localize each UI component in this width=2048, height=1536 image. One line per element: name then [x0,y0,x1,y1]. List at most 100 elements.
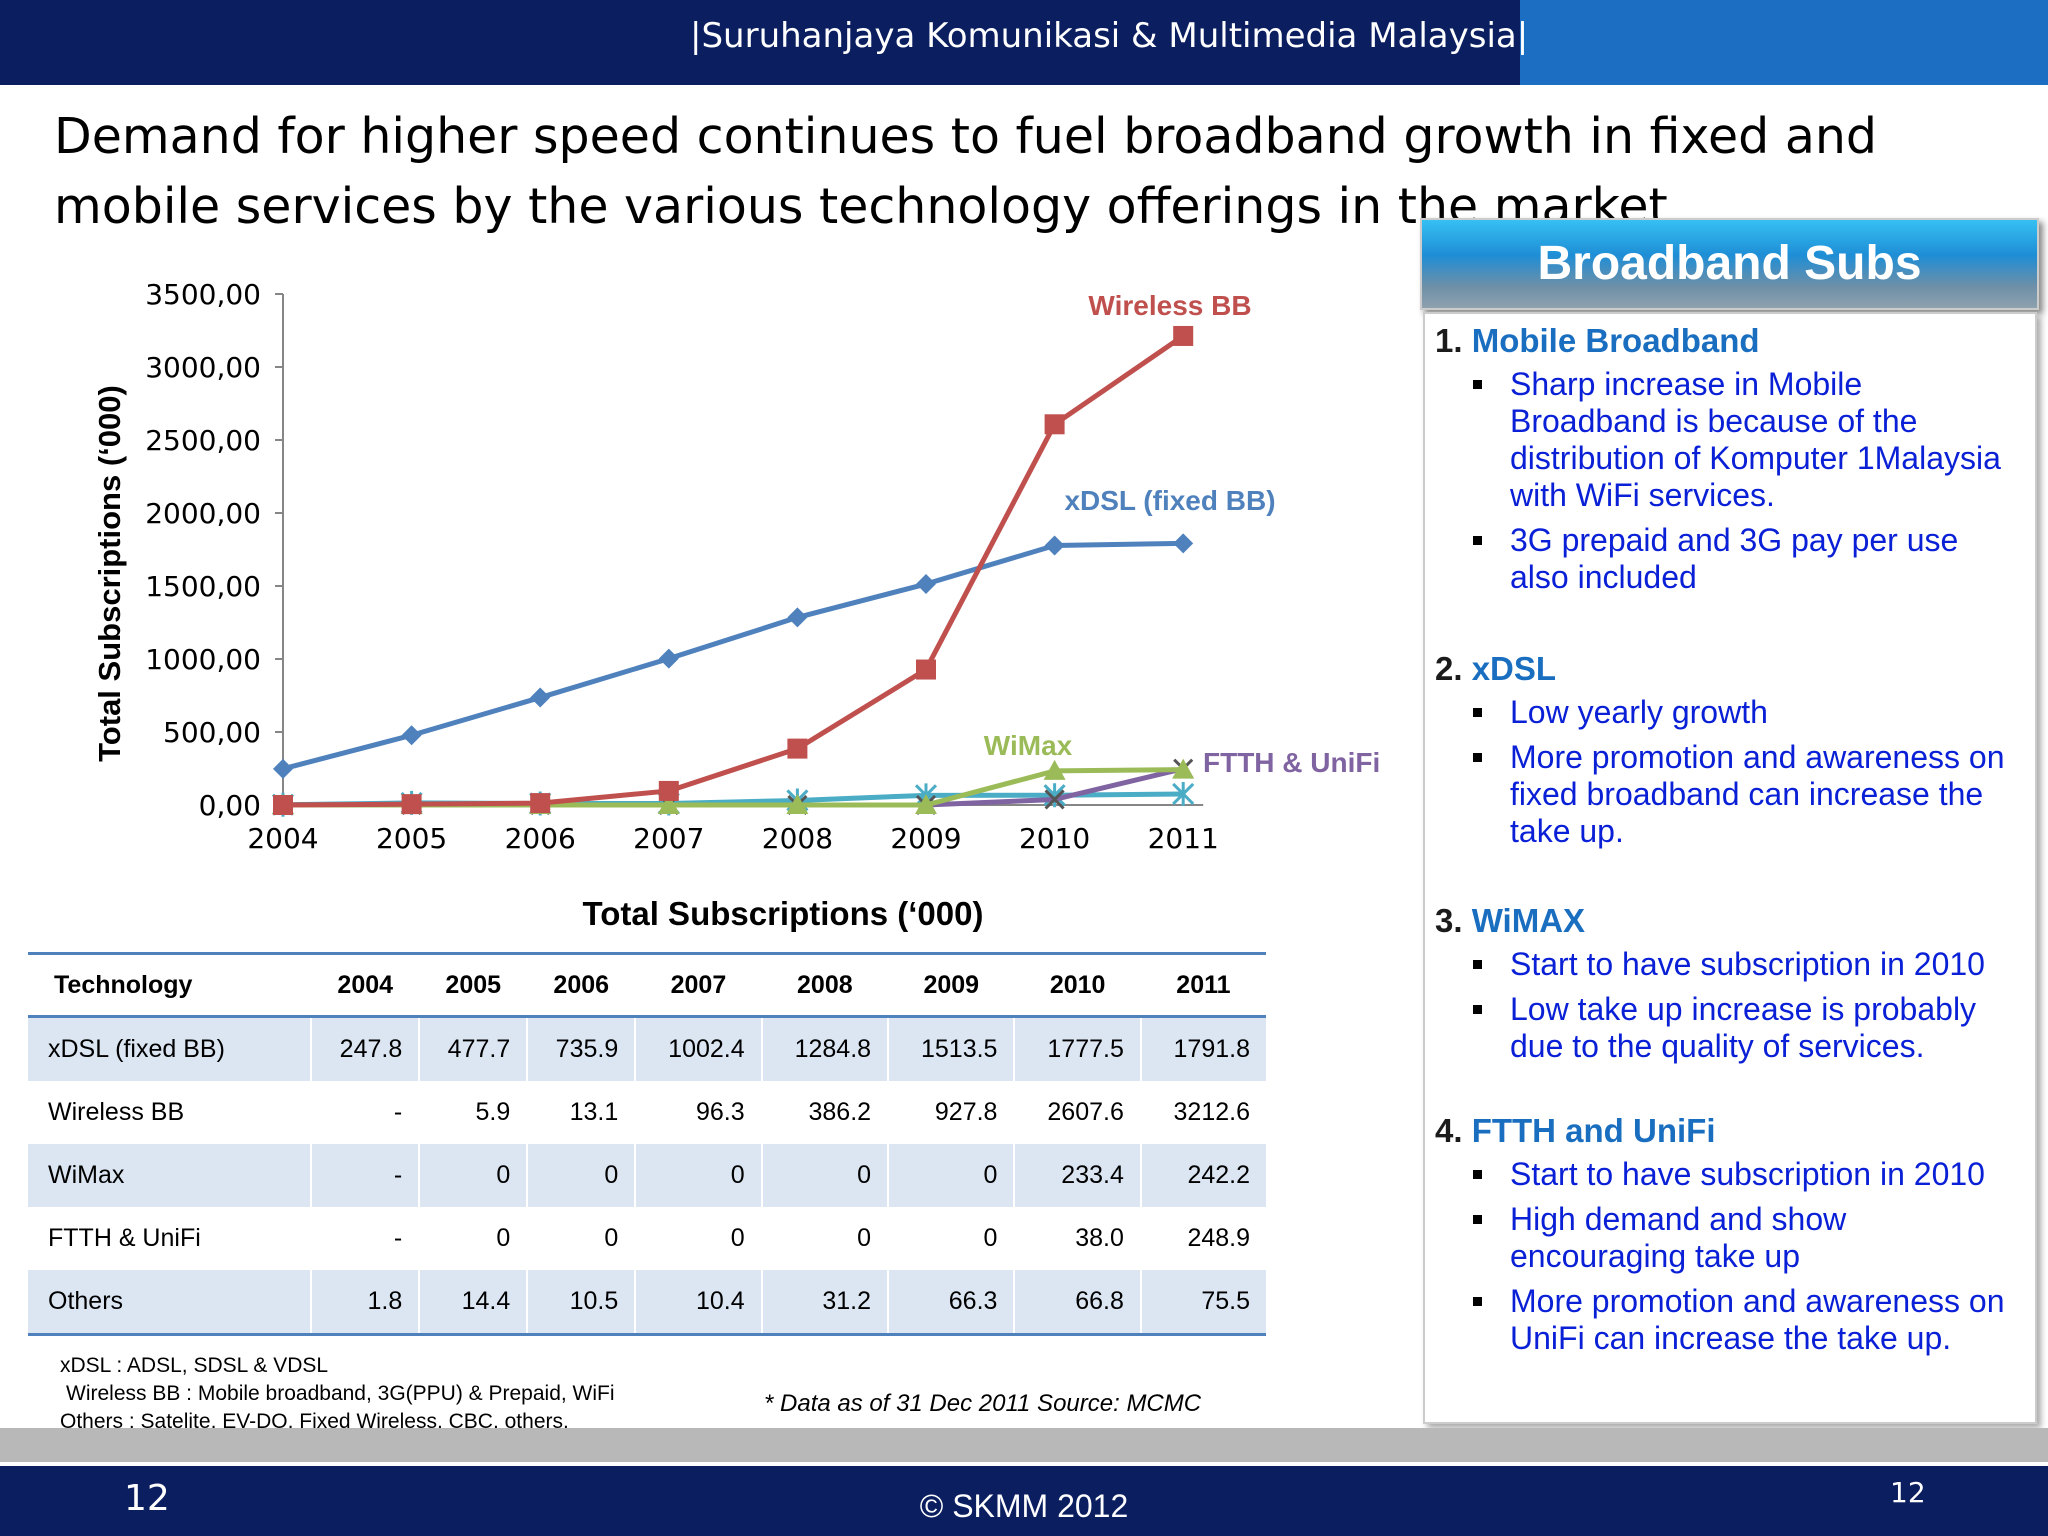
bullet-list: Start to have subscription in 2010 High d… [1435,1156,2035,1357]
footnote: Others : Satelite, EV-DO, Fixed Wireless… [60,1410,569,1433]
section-heading: Mobile Broadband [1471,322,1760,359]
table-row: Others 1.8 14.4 10.5 10.4 31.2 66.3 66.8 75.5 [28,1270,1266,1335]
table-cell: 0 [760,1144,889,1207]
bullet-item: High demand and show encouraging take up [1473,1201,2025,1275]
panel-section: 4. FTTH and UniFi Start to have subscript… [1435,1112,2035,1365]
x-tick-label: 2005 [376,822,447,855]
data-point [787,738,808,759]
table-cell: 233.4 [1013,1144,1141,1207]
table-cell: 0 [418,1144,528,1207]
data-point [401,725,422,746]
table-cell: 10.4 [634,1270,762,1335]
bullet-item: Low take up increase is probably due to … [1473,991,2025,1065]
table-cell: 735.9 [526,1016,636,1081]
broadband-subs-panel: 1. Mobile Broadband Sharp increase in Mob… [1423,312,2037,1424]
table-cell: 1791.8 [1139,1016,1266,1081]
y-tick-label: 1500,00 [145,570,261,603]
data-point [1173,533,1194,554]
column-header: 2005 [419,953,528,1018]
footnotes: xDSL : ADSL, SDSL & VDSL Wireless BB : M… [60,1352,615,1436]
table-row: xDSL (fixed BB) 247.8 477.7 735.9 1002.4 1284… [28,1016,1266,1081]
y-tick-label: 2000,00 [145,497,261,530]
bullet-list: Low yearly growth More promotion and awar… [1435,694,2035,850]
table-cell: 2607.6 [1013,1081,1141,1144]
x-tick-label: 2010 [1019,822,1090,855]
table-cell: 1002.4 [634,1016,762,1081]
panel-title: Broadband Subs [1420,218,2039,310]
x-tick-label: 2009 [890,822,961,855]
data-point [658,648,679,669]
table-cell: 13.1 [526,1081,636,1144]
series-label: FTTH & UniFi [1203,747,1380,778]
table-cell: 477.7 [418,1016,528,1081]
subscriptions-line-chart: 0,00 500,00 1000,00 1500,00 2000,00 2500,00 30… [92,278,1380,855]
table-cell: 0 [526,1144,636,1207]
section-number: 3. [1435,902,1472,939]
section-title: 3. WiMAX [1435,902,2035,940]
table-cell: 0 [887,1144,1015,1207]
table-cell: 0 [887,1207,1015,1270]
section-title: 2. xDSL [1435,650,2035,688]
table-cell: xDSL (fixed BB) [28,1016,312,1081]
section-heading: xDSL [1471,650,1557,687]
subscriptions-table: Technology 2004 2005 2006 2007 2008 2009 2010 20… [28,952,1266,1336]
data-point [273,758,293,779]
table-cell: 0 [526,1207,636,1270]
column-header: 2008 [761,953,889,1018]
data-point [530,793,551,814]
table-cell: 927.8 [887,1081,1015,1144]
section-heading: WiMAX [1471,902,1586,939]
bullet-list: Sharp increase in Mobile Broadband is be… [1435,366,2035,596]
column-header: 2010 [1014,953,1141,1018]
y-tick-label: 3500,00 [145,278,261,311]
table-cell: - [310,1081,420,1144]
data-point [916,574,936,595]
table-cell: 0 [760,1207,889,1270]
table-cell: 5.9 [418,1081,528,1144]
data-point [1044,535,1065,556]
table-title: Total Subscriptions (‘000) [582,895,984,932]
data-source-note: * Data as of 31 Dec 2011 Source: MCMC [764,1390,1202,1417]
table-cell: 14.4 [418,1270,528,1335]
series-label: Wireless BB [1088,290,1251,321]
y-tick-label: 0,00 [199,789,261,822]
data-point [1043,759,1066,780]
bullet-item: Start to have subscription in 2010 [1473,946,2025,983]
data-point [1044,414,1065,435]
column-header: 2011 [1140,953,1266,1018]
section-title: 1. Mobile Broadband [1435,322,2035,360]
x-tick-label: 2006 [505,822,576,855]
table-cell: 386.2 [760,1081,889,1144]
section-number: 1. [1435,322,1472,359]
table-cell: 66.3 [887,1270,1015,1335]
table-cell: FTTH & UniFi [48,1224,201,1252]
data-point [657,794,680,814]
column-header: 2009 [888,953,1015,1018]
table-cell: 0 [634,1207,762,1270]
x-tick-label: 2008 [762,822,833,855]
table-cell: 75.5 [1139,1270,1266,1335]
table-header-row: Technology 2004 2005 2006 2007 2008 2009 2010 20… [28,953,1266,1018]
series-line [282,540,1184,772]
table-cell: - [310,1207,420,1270]
series-label: xDSL (fixed BB) [1064,485,1275,516]
data-point [786,794,809,814]
footnote: Wireless BB : Mobile broadband, 3G(PPU) … [66,1382,615,1405]
table-row: WiMax -0 0 0 0 0 233.4 242.2 [28,1144,1266,1207]
table-cell: 1513.5 [887,1016,1015,1081]
bullet-item: More promotion and awareness on UniFi ca… [1473,1283,2025,1357]
y-tick-label: 2500,00 [145,424,261,457]
table-cell: Others [28,1270,312,1335]
bullet-item: Start to have subscription in 2010 [1473,1156,2025,1193]
table-cell: 1.8 [310,1270,420,1335]
page-number-small: 12 [1890,1476,1926,1509]
y-tick-label: 1000,00 [145,643,261,676]
table-cell: 38.0 [1013,1207,1141,1270]
page-number: 12 [124,1478,170,1519]
table-cell: 66.8 [1013,1270,1141,1335]
section-title: 4. FTTH and UniFi [1435,1112,2035,1150]
table-cell: 31.2 [760,1270,889,1335]
data-point [915,794,937,814]
table-row: Wireless BB -5.9 13.1 96.3 386.2 927.8 2607.6 3… [28,1081,1266,1144]
data-point [1172,758,1195,779]
